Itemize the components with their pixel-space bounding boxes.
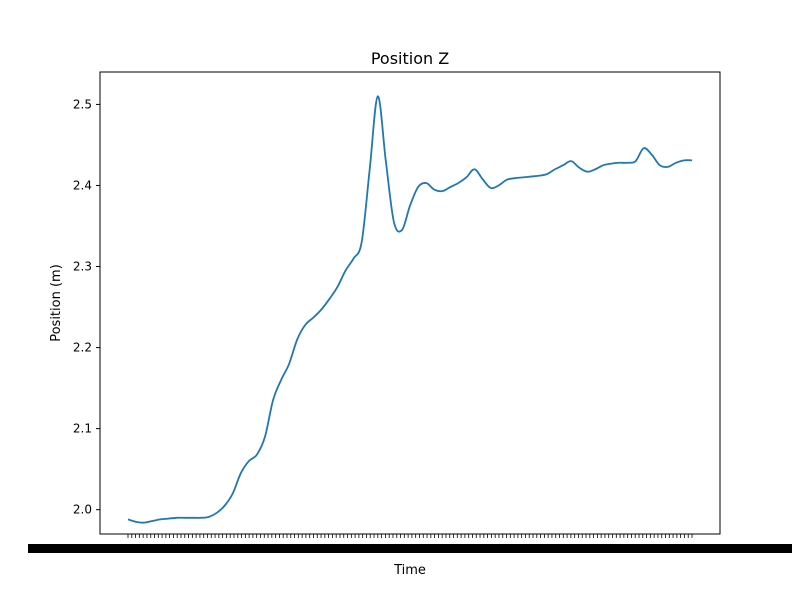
y-tick-label: 2.5: [73, 97, 92, 111]
y-axis-label: Position (m): [49, 264, 64, 342]
plot-area: [127, 95, 693, 524]
x-tick-labels-overlap: [28, 544, 792, 553]
y-tick-label: 2.2: [73, 341, 92, 355]
plot-frame: [99, 71, 721, 535]
chart-title: Position Z: [371, 49, 449, 68]
series-line: [127, 95, 693, 524]
y-tick-label: 2.1: [73, 422, 92, 436]
y-axis-ticks: 2.0 2.1 2.2 2.3 2.4 2.5: [73, 97, 100, 517]
x-axis-ticks: [28, 534, 792, 553]
x-axis-label: Time: [393, 563, 426, 578]
y-tick-label: 2.3: [73, 260, 92, 274]
y-tick-label: 2.0: [73, 503, 92, 517]
y-tick-label: 2.4: [73, 178, 92, 192]
